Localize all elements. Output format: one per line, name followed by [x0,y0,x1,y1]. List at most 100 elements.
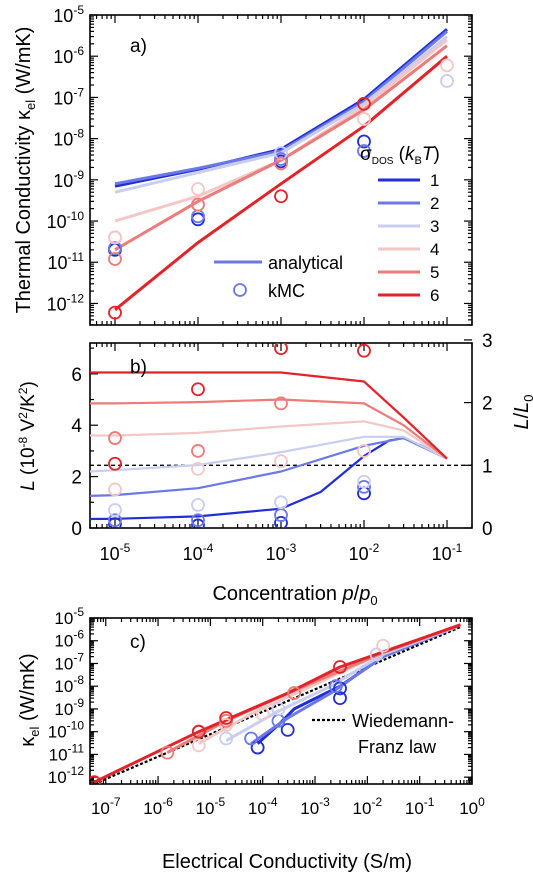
panel-a-y-tick-label: 10-6 [53,44,84,67]
panel-b-x-tick-label: 10-1 [432,541,463,564]
panel-a-y-tick-labels: 10-12 10-11 10-10 10-9 10-8 10-7 10-6 10-5 [47,3,85,314]
panel-c-kmc-points [90,638,391,784]
panel-c-x-axis-label: Electrical Conductivity (S/m) [162,851,412,873]
panel-a-kmc-point-sigma-2 [108,241,122,256]
panel-c-x-tick-label: 10-4 [248,795,278,818]
panel-b-tick-labels: 0 2 4 6 0 1 2 3 10-5 10-4 10-3 10-2 10-1 [71,331,492,564]
panel-c-y-tick-label: 10-12 [48,764,85,787]
panel-a-ticks [89,14,473,326]
panel-c-y-tick-label: 10-9 [54,696,84,719]
sigma-legend-entries: 1 2 3 4 5 6 [378,171,439,305]
panel-a-kmc-point-sigma-1 [357,134,371,149]
panel-b-line-sigma-4 [90,420,448,460]
wf-legend-label-2: Franz law [358,737,437,757]
panel-b-y2-tick-label: 3 [482,331,493,352]
panel-c-y-tick-label: 10-10 [48,719,85,742]
panel-b-y2-tick-label: 2 [482,394,493,415]
panel-a-y-tick-label: 10-7 [53,85,84,108]
panel-c-x-tick-label: 10-6 [143,795,173,818]
panel-b-line-sigma-2 [90,437,448,497]
panel-a-kmc-point-sigma-5 [108,252,122,266]
panel-b-x-tick-label: 10-2 [349,541,380,564]
panel-c-kmc-point-sigma-6 [90,775,102,784]
panel-c-kmc-point-sigma-5 [287,686,302,700]
panel-b-kmc-point-sigma-1 [108,517,122,528]
panel-b-kmc-point-sigma-3 [108,503,122,517]
panel-a-kmc-point-sigma-4 [108,230,122,245]
panel-b-x-tick-label: 10-3 [266,541,297,564]
panel-b-y2-tick-label: 0 [482,519,493,540]
panel-c-y-tick-label: 10-8 [54,673,84,696]
panel-a-kmc-point-sigma-3 [274,146,288,160]
panel-b-kmc-point-sigma-1 [191,518,205,528]
panel-a-kmc-point-sigma-6 [357,96,371,111]
panel-a-y-tick-label: 10-11 [48,250,85,273]
panel-b-kmc-point-sigma-2 [191,513,205,528]
panel-c-kmc-point-sigma-4 [255,707,270,721]
panel-a-line-sigma-4 [114,38,448,223]
sigma-legend: σDOS (kBT) 1 2 3 4 5 6 [360,144,440,305]
panel-c-kmc-point-sigma-6 [219,711,234,725]
panel-b-kmc-point-sigma-3 [191,497,205,512]
panel-b-kmc-point-sigma-1 [274,515,288,528]
panel-c-y-tick-label: 10-6 [54,628,84,651]
panel-a-y-tick-label: 10-8 [53,127,84,150]
panel-a-y-tick-label: 10-5 [53,3,84,26]
panel-c-x-tick-label: 10-1 [405,795,435,818]
panel-c-kmc-point-sigma-4 [191,738,206,753]
panel-c-kmc-point-sigma-5 [160,745,175,760]
panel-b-lines [90,371,448,521]
panel-c-y-tick-label: 10-5 [54,605,84,628]
panel-c-kmc-point-sigma-6 [191,724,206,739]
panel-c-x-tick-label: 10-5 [196,795,226,818]
panel-c-kmc-point-sigma-2 [244,731,259,746]
panel-b-kmc-point-sigma-4 [357,444,371,458]
wiedemann-franz-line [93,626,461,784]
panel-b-kmc-point-sigma-5 [108,431,122,445]
sigma-legend-label-1: 1 [430,171,439,190]
panel-b-kmc-point-sigma-4 [191,462,205,476]
panel-c-x-tick-label: 10-3 [300,795,330,818]
panel-b-label: b) [130,357,147,378]
panel-a-kmc-point-sigma-5 [191,197,205,212]
panel-c-y-tick-label: 10-11 [49,741,85,764]
panel-c-kmc-point-sigma-3 [219,731,234,746]
panel-c-frame [89,617,473,785]
panel-a-kmc-point-sigma-3 [440,74,454,88]
panel-b-kmc-point-sigma-6 [191,382,205,397]
panel-a-kmc-point-sigma-4 [357,112,371,126]
panel-c-y-tick-label: 10-7 [54,650,84,673]
panel-b-y-tick-label: 2 [71,468,82,489]
panel-a-line-sigma-2 [114,30,448,186]
panel-a-kmc-point-sigma-5 [274,156,288,171]
panel-a-kmc-point-sigma-4 [191,182,205,196]
panel-b-kmc-point-sigma-5 [274,396,288,411]
sigma-legend-label-5: 5 [430,263,439,282]
panel-c-kmc-point-sigma-1 [333,691,347,705]
sigma-legend-label-4: 4 [430,240,439,259]
panel-a-y-tick-label: 10-10 [47,209,85,232]
panel-b-kmc-point-sigma-6 [108,456,122,471]
panel-b-y-tick-label: 6 [71,365,82,386]
kmc-legend-marker [233,283,247,297]
panel-b-kmc-point-sigma-2 [357,479,371,494]
panel-b-kmc-point-sigma-5 [191,444,205,458]
panel-a-line-sigma-5 [114,44,448,252]
sigma-legend-label-2: 2 [430,194,439,213]
panel-b-line-sigma-6 [90,371,448,460]
panel-b-line-sigma-3 [90,435,448,473]
panel-b-kmc-point-sigma-4 [274,454,288,469]
panel-b-kmc-point-sigma-6 [357,343,371,358]
method-legend: analytical kMC [214,253,343,301]
panel-b-kmc-point-sigma-6 [274,343,288,356]
panel-b-y-axis-label: L (10-8 V2/K2) [16,381,39,491]
panel-b-kmc-point-sigma-3 [357,474,371,489]
panel-b-y2-tick-label: 1 [482,456,493,477]
panel-b-x-axis-label: Concentration p/p0 [212,583,377,608]
panel-a-line-sigma-6 [114,55,448,311]
panel-c-kmc-point-sigma-1 [280,722,295,737]
wf-legend-label-1: Wiedemann- [352,711,454,731]
